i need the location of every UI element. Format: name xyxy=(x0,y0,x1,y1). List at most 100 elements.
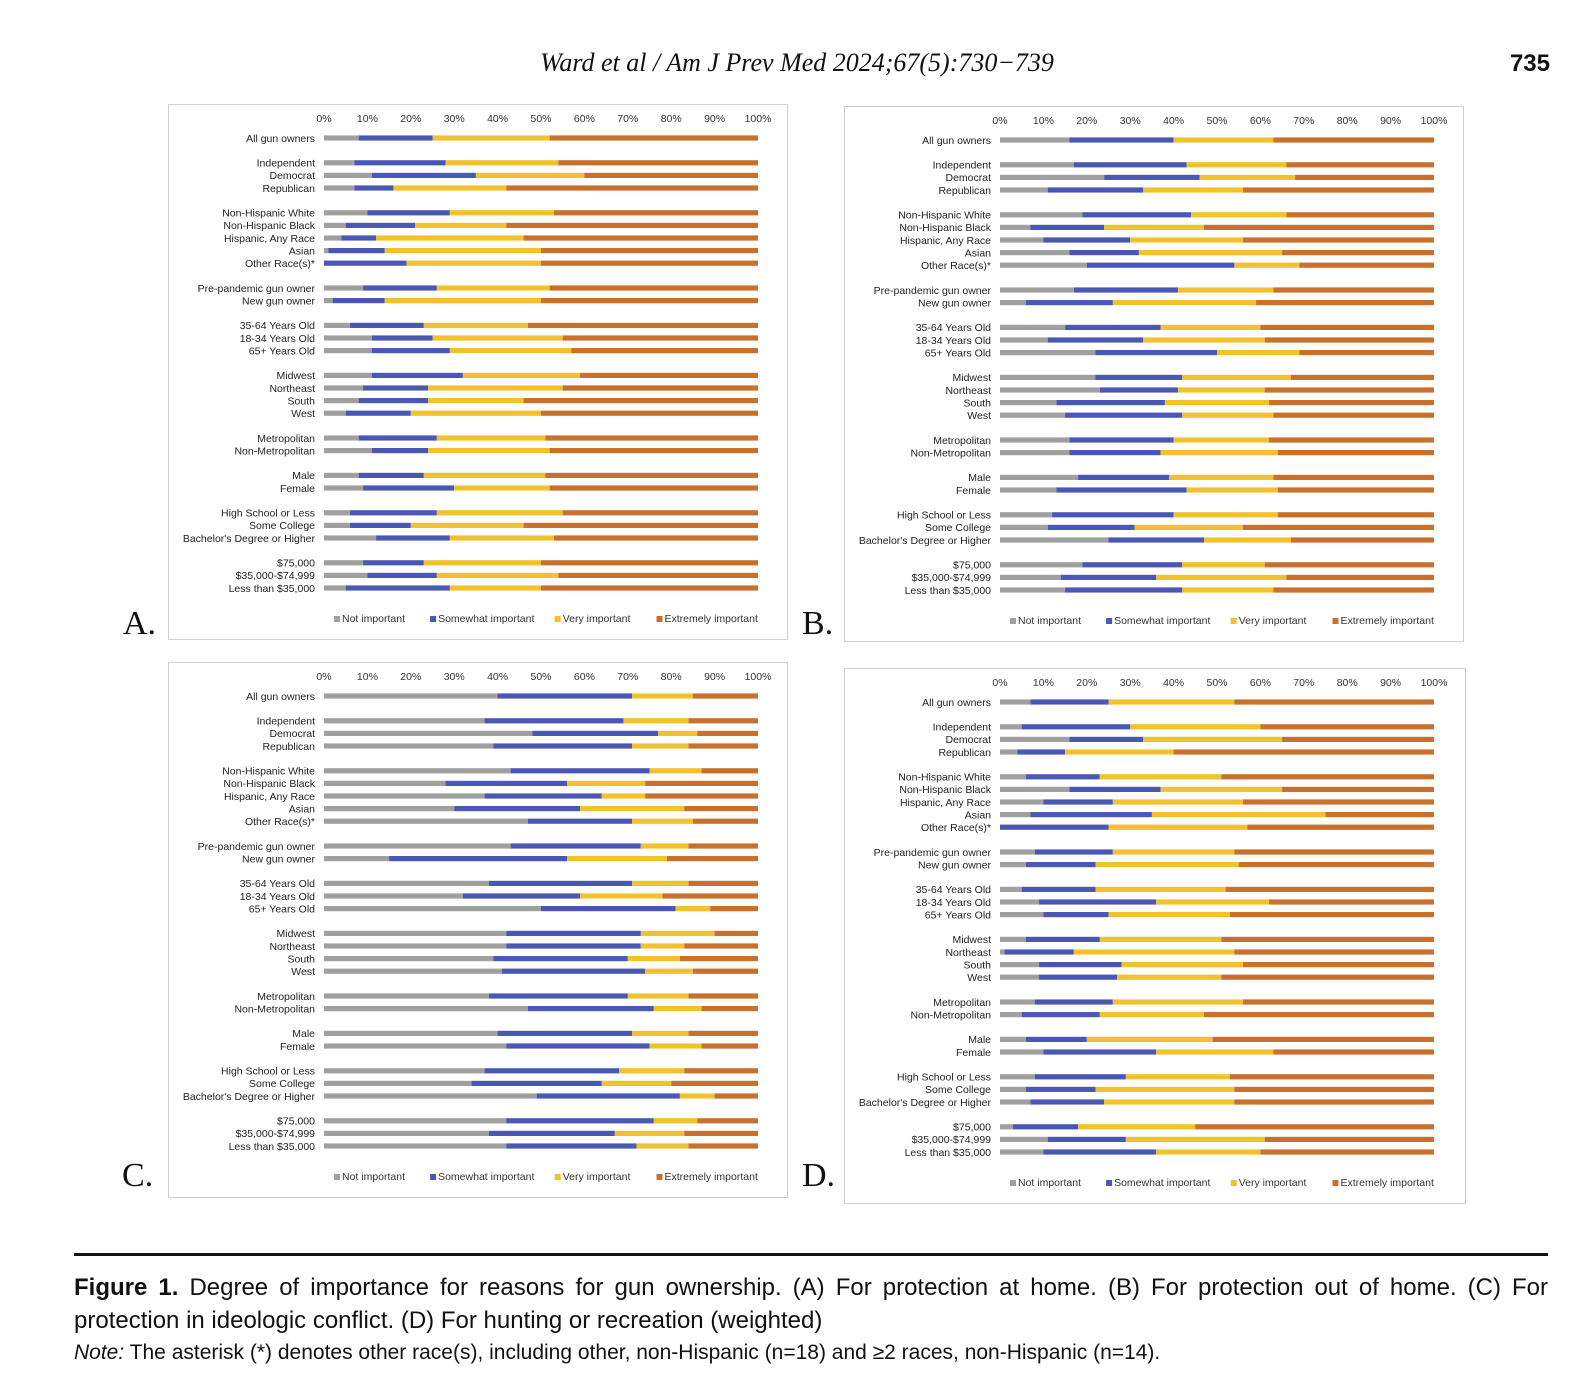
bar-somewhat-important xyxy=(363,385,429,391)
bar-extremely-important xyxy=(1299,262,1434,268)
bar-somewhat-important xyxy=(1013,1124,1079,1130)
bar-extremely-important xyxy=(549,135,758,141)
bar-extremely-important xyxy=(1256,300,1434,306)
x-tick-label: 20% xyxy=(1076,677,1097,689)
category-label: Female xyxy=(956,1047,991,1059)
bar-not-important xyxy=(1000,1012,1022,1018)
category-label: Less than $35,000 xyxy=(229,1141,316,1153)
chart-a-svg: 0% 10% 20% 30% 40% 50% 60% 70% 80% 90% 100% All gun… xyxy=(168,104,788,640)
bar-somewhat-important xyxy=(1047,1136,1126,1142)
category-label: Non-Hispanic White xyxy=(222,208,315,220)
bar-extremely-important xyxy=(1269,437,1434,443)
bar-very-important xyxy=(1186,162,1287,168)
bar-extremely-important xyxy=(545,435,758,441)
category-label: Independent xyxy=(257,716,315,728)
bar-not-important xyxy=(324,235,342,241)
bar-extremely-important xyxy=(541,410,758,416)
x-tick-label: 50% xyxy=(530,113,551,125)
bar-extremely-important xyxy=(684,806,758,812)
bar-somewhat-important xyxy=(1004,949,1074,955)
bar-not-important xyxy=(324,880,489,886)
bar-not-important xyxy=(324,285,364,291)
bar-extremely-important xyxy=(1325,812,1434,818)
category-label: Non-Metropolitan xyxy=(234,445,315,457)
x-tick-label: 10% xyxy=(1033,115,1054,127)
bar-not-important xyxy=(324,448,372,454)
panel-letter-c: C. xyxy=(122,1157,154,1194)
bar-not-important xyxy=(1000,212,1083,218)
bar-extremely-important xyxy=(1221,974,1434,980)
bar-not-important xyxy=(1000,974,1040,980)
legend-label-somewhat-important: Somewhat important xyxy=(438,1171,534,1183)
bar-somewhat-important xyxy=(1000,824,1109,830)
category-label: South xyxy=(964,959,992,971)
bar-very-important xyxy=(1182,562,1265,568)
bar-very-important xyxy=(1112,799,1244,805)
bar-not-important xyxy=(1000,912,1044,918)
bar-not-important xyxy=(1000,862,1027,868)
category-label: 18-34 Years Old xyxy=(916,335,991,347)
bar-not-important xyxy=(1000,174,1105,180)
x-tick-label: 100% xyxy=(745,113,772,125)
bar-very-important xyxy=(1104,224,1204,230)
bar-extremely-important xyxy=(1243,999,1434,1005)
bar-extremely-important xyxy=(523,398,758,404)
category-label: South xyxy=(288,395,316,407)
bar-extremely-important xyxy=(666,856,758,862)
category-label: West xyxy=(967,410,991,422)
bar-somewhat-important xyxy=(1069,450,1161,456)
bar-extremely-important xyxy=(1230,912,1434,918)
bar-very-important xyxy=(423,472,546,478)
category-label: Asian xyxy=(965,809,991,821)
x-tick-label: 30% xyxy=(444,671,465,683)
bar-very-important xyxy=(1112,999,1244,1005)
bar-extremely-important xyxy=(1243,962,1434,968)
bar-very-important xyxy=(1156,899,1270,905)
bar-not-important xyxy=(324,572,368,578)
bar-extremely-important xyxy=(1203,1012,1434,1018)
bar-not-important xyxy=(324,522,351,528)
chart-a-frame xyxy=(168,104,788,640)
bar-very-important xyxy=(653,1006,702,1012)
bar-very-important xyxy=(1108,912,1231,918)
legend-label-not-important: Not important xyxy=(1018,615,1081,627)
bar-very-important xyxy=(653,1118,698,1124)
x-tick-label: 100% xyxy=(1421,677,1448,689)
category-label: New gun owner xyxy=(242,295,315,307)
legend-label-very-important: Very important xyxy=(563,1171,631,1183)
bar-very-important xyxy=(1134,524,1244,530)
bar-somewhat-important xyxy=(1043,799,1113,805)
bar-very-important xyxy=(640,943,685,949)
legend-swatch-somewhat-important xyxy=(1106,618,1113,624)
bar-not-important xyxy=(1000,437,1070,443)
bar-somewhat-important xyxy=(527,818,633,824)
bar-very-important xyxy=(1169,474,1274,480)
bar-not-important xyxy=(1000,1099,1031,1105)
bar-extremely-important xyxy=(679,956,758,962)
bar-somewhat-important xyxy=(1056,400,1165,406)
bar-very-important xyxy=(428,398,524,404)
bar-very-important xyxy=(623,718,689,724)
bar-very-important xyxy=(406,260,541,266)
bar-very-important xyxy=(1095,862,1239,868)
bar-not-important xyxy=(1000,736,1070,742)
bar-somewhat-important xyxy=(1030,699,1109,705)
bar-not-important xyxy=(324,322,351,328)
category-label: Less than $35,000 xyxy=(905,585,992,597)
bar-somewhat-important xyxy=(506,1143,637,1149)
bar-somewhat-important xyxy=(506,1043,650,1049)
bar-somewhat-important xyxy=(488,880,633,886)
category-label: High School or Less xyxy=(897,1072,991,1084)
bar-not-important xyxy=(1000,287,1074,293)
category-label: Non-Hispanic White xyxy=(222,766,315,778)
bar-extremely-important xyxy=(1286,212,1434,218)
bar-very-important xyxy=(1203,537,1291,543)
chart-b-frame xyxy=(844,106,1464,642)
bar-very-important xyxy=(1065,749,1174,755)
x-tick-label: 80% xyxy=(1337,115,1358,127)
bar-not-important xyxy=(1000,187,1048,193)
category-label: Bachelor's Degree or Higher xyxy=(859,1097,992,1109)
bar-somewhat-important xyxy=(506,930,641,936)
legend-label-not-important: Not important xyxy=(342,1171,405,1183)
bar-not-important xyxy=(324,298,333,304)
